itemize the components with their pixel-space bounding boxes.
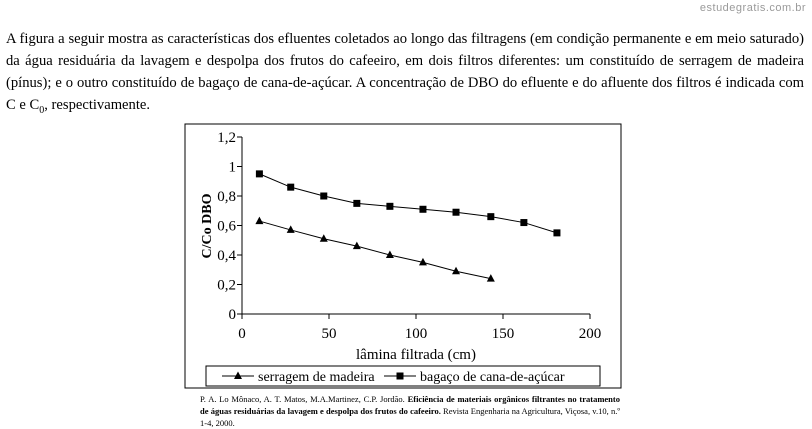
data-point-square [287,183,295,191]
question-text: A figura a seguir mostra as característi… [6,28,804,122]
x-tick-label: 50 [322,326,337,342]
plot-area: 0 0,2 0,4 0,6 0,8 1 1,2 0 50 100 150 200 [217,130,601,342]
y-tick-label: 1 [229,160,237,176]
data-point-square [353,199,361,207]
legend-marker-triangle [234,371,242,379]
data-point-triangle [486,274,495,282]
data-point-triangle [452,266,461,275]
legend: serragem de madeira bagaço de cana-de-açú… [222,370,565,385]
question-text-end: , respectivamente. [44,97,151,113]
data-point-square [386,202,394,210]
y-tick-label: 0,4 [217,248,236,264]
data-point-triangle [286,225,295,233]
data-point-triangle [255,216,264,225]
question-text-subscript: 0 [39,104,45,116]
legend-marker-square [396,372,404,380]
x-tick-label: 100 [405,326,428,342]
x-tick-label: 150 [492,326,515,342]
data-point-triangle [418,257,427,266]
y-axis-label: C/Co DBO [200,193,215,258]
site-watermark: estudegratis.com.br [699,2,806,14]
data-point-square [452,208,460,216]
legend-label-triangle: serragem de madeira [258,370,375,385]
y-tick-label: 1,2 [217,130,236,146]
data-point-square [255,170,263,178]
series-line-square [259,173,558,234]
data-point-triangle [319,234,328,242]
data-point-square [487,213,495,221]
data-point-square [320,192,328,200]
question-text-main: A figura a seguir mostra as característi… [6,31,804,113]
citation-title: Eficiência de materiais orgânicos filtra… [200,394,620,416]
x-tick-label: 200 [579,326,602,342]
x-tick-label: 0 [238,326,246,342]
citation: P. A. Lo Mônaco, A. T. Matos, M.A.Martin… [200,393,620,429]
y-tick-label: 0,8 [217,189,236,205]
x-axis-label: lâmina filtrada (cm) [356,347,476,363]
data-point-square [520,219,528,227]
data-point-triangle [352,241,361,250]
legend-label-square: bagaço de cana-de-açúcar [420,370,565,385]
data-point-triangle [385,250,394,258]
y-tick-label: 0 [229,307,237,323]
data-point-square [419,205,427,213]
citation-source: Revista Engenharia na Agricultura, Viços… [200,406,620,428]
series-line-triangle [259,220,491,280]
y-tick-label: 0,6 [217,219,236,235]
citation-authors: P. A. Lo Mônaco, A. T. Matos, M.A.Martin… [200,394,408,404]
chart-frame [184,123,622,389]
data-point-square [553,229,561,237]
y-tick-label: 0,2 [217,278,236,294]
